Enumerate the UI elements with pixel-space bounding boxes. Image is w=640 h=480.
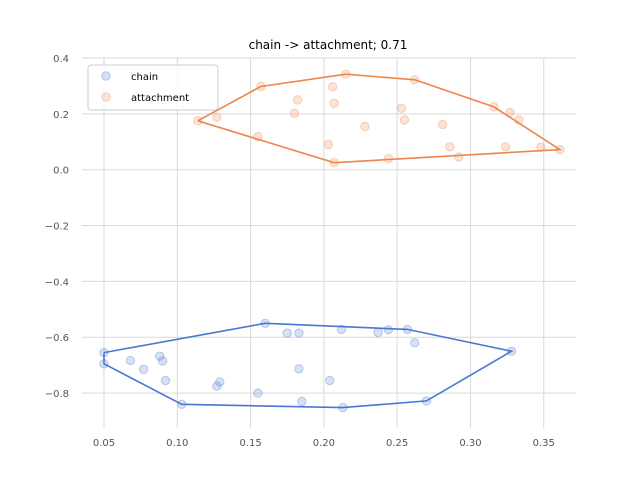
chain-point — [336, 324, 347, 335]
x-tick-label: 0.10 — [166, 438, 188, 449]
chain-point — [373, 327, 383, 338]
chain-point — [176, 399, 187, 409]
x-tick-label: 0.35 — [533, 438, 555, 449]
attachment-point — [454, 152, 464, 162]
chain-point — [212, 381, 222, 391]
data-points — [99, 69, 565, 413]
attachment-point — [329, 158, 339, 168]
y-tick-label: 0.4 — [53, 54, 69, 65]
legend-marker-chain — [101, 71, 111, 81]
chain-point — [402, 324, 413, 335]
chain-point — [99, 359, 109, 369]
attachment-point — [292, 95, 303, 105]
attachment-point — [193, 116, 203, 126]
y-tick-label: 0.0 — [53, 166, 69, 177]
chain-hull-line — [103, 322, 514, 409]
legend-box — [87, 64, 219, 111]
y-tick-label: −0.2 — [45, 222, 69, 233]
attachment-point — [445, 142, 455, 152]
attachment-hull-line — [197, 73, 563, 164]
chain-point — [338, 402, 348, 413]
x-tick-label: 0.15 — [239, 438, 261, 449]
chain-point — [260, 318, 270, 328]
legend: chain attachment — [87, 64, 219, 111]
attachment-point — [341, 69, 351, 79]
legend-label-attachment: attachment — [131, 93, 189, 104]
chain-point — [325, 375, 335, 386]
chain-point — [506, 346, 517, 356]
chain-point — [294, 328, 304, 338]
attachment-point — [555, 144, 565, 155]
attachment-point — [360, 121, 370, 132]
attachment-point — [536, 142, 546, 153]
y-tick-label: 0.2 — [53, 110, 69, 121]
attachment-point — [212, 112, 222, 122]
y-tick-label: −0.8 — [45, 389, 69, 400]
chain-point — [383, 325, 394, 335]
chain-point — [294, 364, 304, 374]
legend-marker-attachment — [101, 92, 111, 102]
chain-point — [253, 388, 263, 398]
attachment-point — [396, 103, 407, 113]
y-tick-label: −0.4 — [45, 277, 69, 288]
attachment-point — [505, 107, 515, 118]
attachment-point — [514, 115, 524, 125]
chain-point — [215, 377, 225, 387]
y-tick-label: −0.6 — [45, 333, 69, 344]
attachment-point — [500, 142, 511, 152]
attachment-point — [489, 102, 499, 112]
chain-point — [99, 347, 109, 358]
x-axis-ticks: 0.05 0.10 0.15 0.20 0.25 0.30 0.35 — [93, 438, 555, 449]
x-tick-label: 0.25 — [386, 438, 408, 449]
x-tick-label: 0.05 — [93, 438, 115, 449]
chain-point — [160, 375, 171, 386]
legend-label-chain: chain — [131, 72, 158, 83]
chart-title: chain -> attachment; 0.71 — [249, 38, 408, 52]
chain-point — [154, 351, 165, 361]
attachment-point — [323, 139, 333, 150]
attachment-point — [410, 75, 420, 85]
attachment-point — [289, 108, 300, 118]
y-axis-ticks: 0.4 0.2 0.0 −0.2 −0.4 −0.6 −0.8 — [45, 54, 69, 400]
attachment-point — [329, 98, 339, 108]
chain-point — [421, 396, 432, 406]
grid-lines — [82, 57, 576, 428]
attachment-point — [327, 82, 338, 92]
chain-point — [282, 328, 292, 338]
attachment-point — [437, 119, 448, 130]
attachment-point — [399, 115, 410, 125]
attachment-point — [383, 153, 394, 164]
chain-point — [125, 355, 136, 366]
chain-point — [157, 356, 168, 366]
chain-point — [297, 396, 307, 407]
chain-point — [410, 338, 420, 348]
x-tick-label: 0.30 — [459, 438, 481, 449]
attachment-point — [256, 81, 266, 92]
attachment-point — [253, 132, 263, 142]
chain-point — [138, 364, 149, 375]
x-tick-label: 0.20 — [313, 438, 335, 449]
hull-lines — [103, 73, 563, 409]
